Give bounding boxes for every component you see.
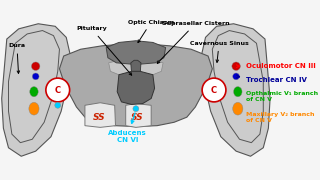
Ellipse shape: [234, 87, 242, 97]
Text: Abducens
CN VI: Abducens CN VI: [108, 113, 147, 143]
Text: Suprasellar Cistern: Suprasellar Cistern: [157, 21, 229, 63]
Circle shape: [55, 102, 61, 108]
Ellipse shape: [29, 102, 39, 115]
Polygon shape: [201, 24, 270, 156]
Text: Trochlear CN IV: Trochlear CN IV: [236, 75, 307, 83]
Text: Cavernous Sinus: Cavernous Sinus: [190, 41, 249, 62]
Polygon shape: [9, 31, 60, 143]
Polygon shape: [117, 71, 155, 104]
Text: SS: SS: [93, 113, 106, 122]
Text: Maxillary V₂ branch
of CN V: Maxillary V₂ branch of CN V: [236, 107, 315, 123]
Ellipse shape: [30, 87, 38, 97]
Polygon shape: [106, 41, 166, 64]
Circle shape: [46, 78, 70, 102]
Text: Opthalmic V₁ branch
of CN V: Opthalmic V₁ branch of CN V: [236, 89, 318, 102]
Circle shape: [202, 78, 226, 102]
Polygon shape: [2, 24, 70, 156]
Text: C: C: [55, 86, 61, 94]
Circle shape: [32, 73, 39, 80]
Polygon shape: [131, 60, 141, 76]
Text: SS: SS: [131, 113, 144, 122]
Text: Pituitary: Pituitary: [76, 26, 132, 75]
Text: Oculomotor CN III: Oculomotor CN III: [236, 63, 316, 69]
Circle shape: [31, 62, 40, 70]
Text: Dura: Dura: [9, 43, 26, 73]
Polygon shape: [85, 103, 116, 127]
Polygon shape: [4, 19, 268, 158]
Ellipse shape: [233, 102, 243, 115]
Text: Optic Chiasm: Optic Chiasm: [128, 20, 174, 43]
Text: C: C: [211, 86, 217, 94]
Polygon shape: [109, 58, 163, 76]
Circle shape: [232, 62, 240, 70]
Polygon shape: [60, 43, 212, 127]
Polygon shape: [212, 31, 263, 143]
Circle shape: [133, 106, 139, 112]
Polygon shape: [126, 103, 151, 127]
Circle shape: [233, 73, 239, 80]
